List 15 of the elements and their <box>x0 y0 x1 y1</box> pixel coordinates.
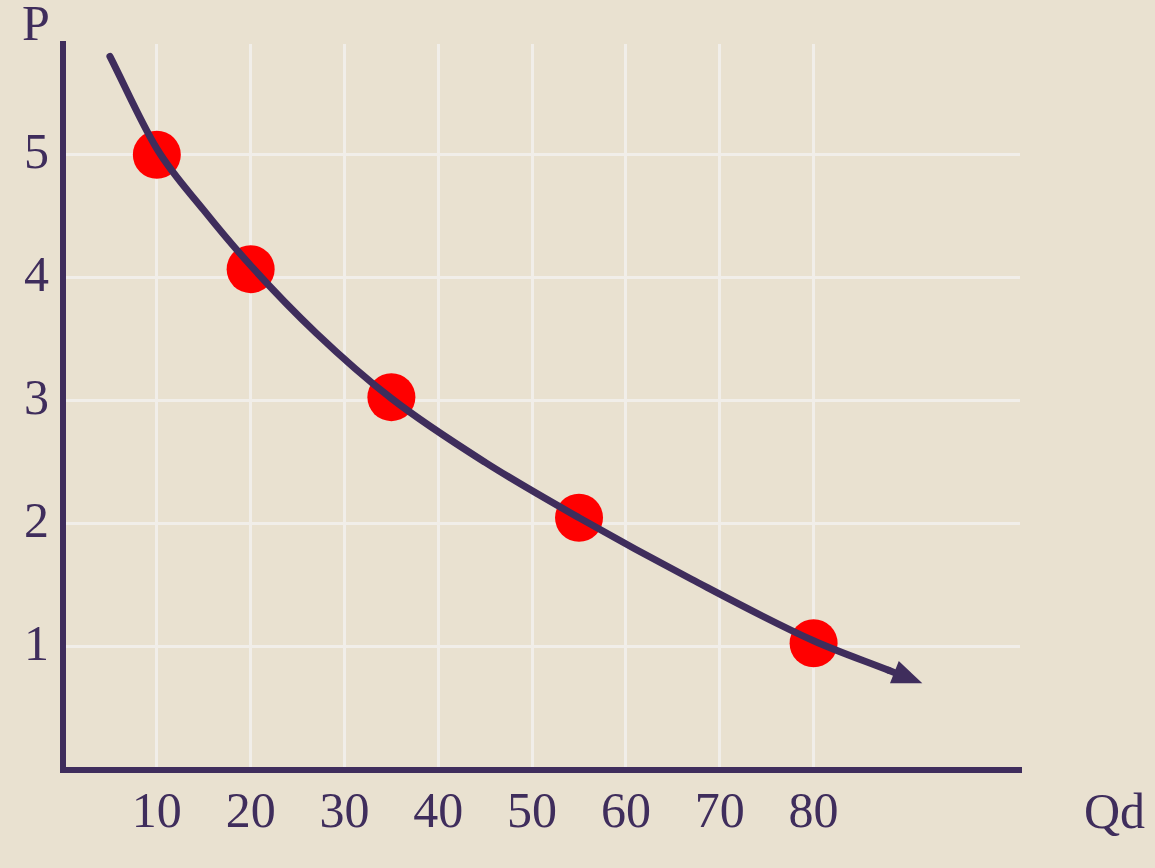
x-axis-title: Qd <box>1083 783 1145 840</box>
x-tick-label: 40 <box>413 782 464 839</box>
y-tick-label: 3 <box>24 368 49 425</box>
x-tick-label: 30 <box>319 782 370 839</box>
x-tick-label: 50 <box>507 782 558 839</box>
y-tick-label: 2 <box>24 492 49 549</box>
y-tick-label: 1 <box>24 615 49 672</box>
y-tick-label: 5 <box>24 122 49 179</box>
y-tick-label: 4 <box>24 245 49 302</box>
x-tick-label: 20 <box>225 782 276 839</box>
x-tick-label: 80 <box>788 782 839 839</box>
x-tick-label: 60 <box>600 782 651 839</box>
y-axis-title: P <box>22 0 50 52</box>
x-tick-label: 10 <box>131 782 182 839</box>
x-tick-label: 70 <box>694 782 745 839</box>
